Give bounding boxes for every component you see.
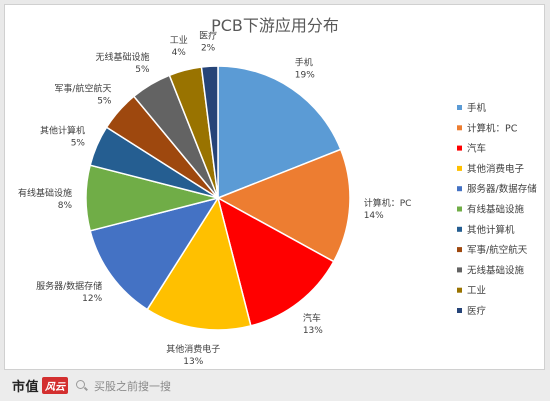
legend-swatch-4 [457, 186, 462, 192]
pie-chart: PCB下游应用分布 手机 19% 计算机：PC 14% 汽车 13% 其他消费电子 13% 服务… [18, 16, 537, 367]
legend-swatch-6 [457, 226, 462, 232]
legend-swatch-0 [457, 105, 462, 110]
search-placeholder: 买股之前搜一搜 [94, 380, 171, 393]
slice-label-name-10: 医疗 [199, 29, 217, 41]
search-box[interactable]: 买股之前搜一搜 [76, 377, 376, 395]
legend-swatch-9 [457, 287, 462, 293]
legend-label-3: 其他消费电子 [467, 163, 525, 175]
slice-label-value-3: 13% [183, 357, 203, 367]
legend-swatch-10 [457, 308, 462, 313]
slice-label-value-9: 4% [172, 48, 187, 58]
slice-label-value-10: 2% [201, 43, 216, 53]
slice-label-value-6: 5% [71, 138, 86, 148]
slice-label-name-6: 其他计算机 [40, 124, 85, 136]
pie-slice-1 [216, 148, 351, 263]
legend-label-9: 工业 [467, 286, 486, 297]
legend-label-2: 汽车 [467, 143, 486, 155]
slice-label-value-7: 5% [97, 97, 112, 107]
legend-swatch-3 [457, 165, 462, 171]
legend-label-0: 手机 [467, 102, 487, 114]
legend-label-4: 服务器/数据存储 [467, 183, 537, 195]
pie-slice-10 [200, 65, 219, 199]
legend-swatch-2 [457, 145, 462, 151]
brand-mark: 风云 [42, 377, 69, 394]
pie-labels: 手机 19% 计算机：PC 14% 汽车 13% 其他消费电子 13% 服务器/数据存储 12% 有… [18, 29, 411, 367]
legend-label-1: 计算机：PC [467, 122, 518, 134]
legend-label-10: 医疗 [467, 305, 487, 317]
slice-label-name-9: 工业 [170, 35, 188, 46]
pie-slice-3 [146, 196, 252, 331]
chart-card: PCB下游应用分布 手机 19% 计算机：PC 14% 汽车 13% 其他消费电子 13% 服务… [4, 4, 545, 370]
brand-logo[interactable]: 市值 风云 [12, 377, 69, 395]
slice-label-name-7: 军事/航空航天 [54, 83, 111, 95]
legend-label-5: 有线基础设施 [467, 204, 525, 216]
legend-swatch-8 [457, 267, 462, 273]
slice-label-name-0: 手机 [295, 56, 313, 68]
slice-label-value-4: 12% [82, 294, 102, 304]
slice-label-name-8: 无线基础设施 [96, 51, 150, 63]
legend-swatch-1 [457, 125, 462, 131]
pie-slice-2 [216, 196, 335, 327]
legend-label-7: 军事/航空航天 [467, 244, 528, 256]
pie-slice-4 [89, 196, 220, 311]
slice-label-name-1: 计算机：PC [364, 197, 412, 209]
footer-bar: 市值 风云 买股之前搜一搜 [0, 370, 550, 401]
slice-label-name-2: 汽车 [303, 312, 321, 324]
legend-label-8: 无线基础设施 [467, 264, 525, 276]
legend-swatch-5 [457, 206, 462, 212]
legend-swatch-7 [457, 247, 462, 253]
pie-slice-0 [217, 65, 342, 200]
pie-slices [85, 65, 351, 331]
slice-label-value-8: 5% [135, 65, 150, 75]
brand-name: 市值 [12, 380, 40, 395]
slice-label-name-4: 服务器/数据存储 [36, 280, 102, 292]
slice-label-name-5: 有线基础设施 [18, 187, 72, 199]
slice-label-value-0: 19% [295, 70, 315, 80]
slice-label-name-3: 其他消费电子 [166, 343, 220, 355]
slice-label-value-1: 14% [364, 211, 384, 221]
slice-label-value-5: 8% [58, 201, 73, 211]
legend-label-6: 其他计算机 [467, 224, 515, 236]
search-icon [76, 380, 88, 392]
chart-title: PCB下游应用分布 [211, 16, 339, 35]
slice-label-value-2: 13% [303, 326, 323, 336]
